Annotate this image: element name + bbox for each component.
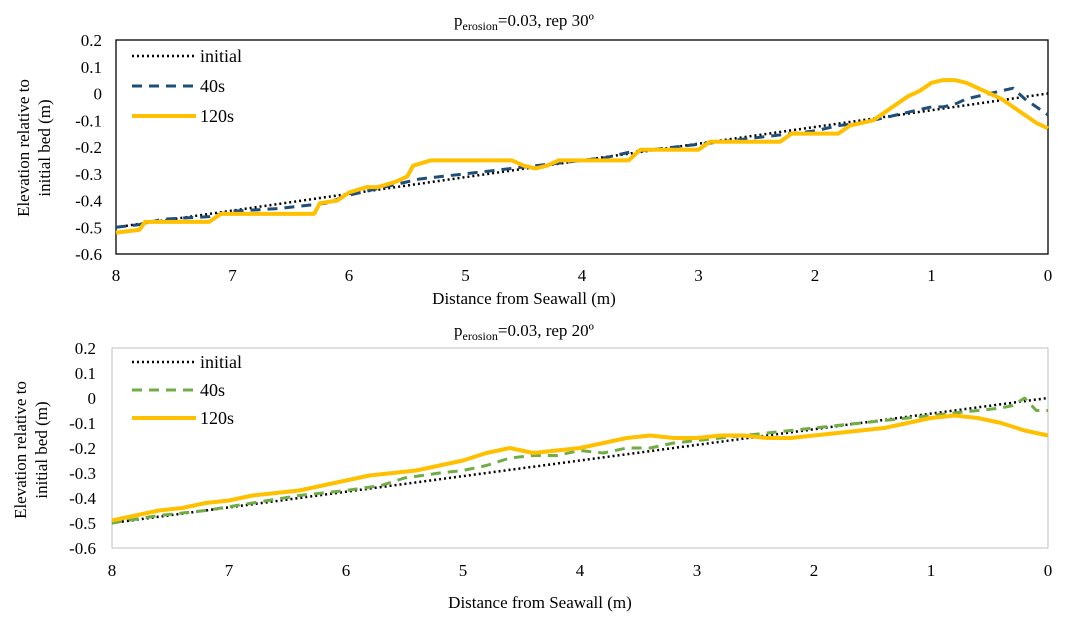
chart-top-title-subscript: erosion (463, 19, 498, 33)
chart-top-title: perosion=0.03, rep 30º (454, 11, 594, 33)
chart-top-xtick-label: 3 (694, 266, 703, 285)
chart-top-xtick-label: 0 (1044, 266, 1053, 285)
chart-bottom-series-40s-line (111, 396, 1048, 525)
chart-top-series (115, 78, 1049, 235)
chart-bottom-ytick-label: -0.5 (69, 514, 96, 533)
chart-bottom-xtick-label: 2 (810, 561, 819, 580)
chart-top-ytick-label: -0.5 (75, 218, 102, 237)
chart-bottom-legend-label-40s: 40s (200, 380, 225, 400)
chart-bottom-legend: initial 40s 120s (132, 352, 242, 428)
chart-bottom-title: perosion=0.03, rep 20º (454, 321, 594, 343)
chart-bottom-xtick-label: 0 (1044, 561, 1053, 580)
chart-bottom-ytick-label: -0.4 (69, 489, 96, 508)
chart-top-ytick-label: -0.3 (75, 165, 102, 184)
chart-bottom-ytick-label: -0.1 (69, 414, 96, 433)
chart-bottom-ytick-label: -0.6 (69, 539, 96, 558)
chart-bottom-xlabel: Distance from Seawall (m) (448, 593, 632, 612)
chart-top-xtick-label: 5 (461, 266, 470, 285)
chart-bottom-yticks: 0.2 0.1 0 -0.1 -0.2 -0.3 -0.4 -0.5 -0.6 (69, 339, 96, 558)
chart-top-legend-label-120s: 120s (200, 106, 234, 126)
chart-bottom-ytick-label: -0.3 (69, 464, 96, 483)
chart-bottom-xtick-label: 4 (576, 561, 585, 580)
chart-bottom-ytick-label: 0.1 (75, 364, 96, 383)
chart-top-ytick-label: -0.2 (75, 138, 102, 157)
chart-top-ytick-label: 0 (94, 85, 103, 104)
chart-top-series-120s-line (115, 78, 1049, 235)
chart-bottom-legend-label-initial: initial (200, 352, 242, 372)
chart-bottom-series-120s-line (111, 413, 1049, 523)
chart-top-plot-frame (115, 39, 1049, 255)
chart-bottom-xtick-label: 3 (693, 561, 702, 580)
chart-bottom-xtick-label: 1 (927, 561, 936, 580)
chart-top-ytick-label: 0.2 (81, 31, 102, 50)
chart-top-ylabel-line2: initial bed (m) (35, 99, 54, 196)
chart-top-xtick-label: 6 (345, 266, 354, 285)
chart-top-xtick-label: 1 (927, 266, 936, 285)
chart-top-xtick-label: 2 (811, 266, 820, 285)
chart-top-ytick-label: -0.6 (75, 245, 102, 264)
chart-top-ytick-label: -0.1 (75, 111, 102, 130)
chart-top-xtick-label: 4 (578, 266, 587, 285)
chart-bottom-xticks: 8 7 6 5 4 3 2 1 0 (108, 561, 1053, 580)
chart-top-legend-label-40s: 40s (200, 76, 225, 96)
chart-top-xticks: 8 7 6 5 4 3 2 1 0 (112, 266, 1053, 285)
chart-top-xtick-label: 8 (112, 266, 121, 285)
chart-bottom-plot-frame (111, 347, 1049, 549)
chart-bottom-series (111, 396, 1049, 525)
chart-bottom-xtick-label: 7 (225, 561, 234, 580)
chart-top-legend-label-initial: initial (200, 46, 242, 66)
chart-top-legend: initial 40s 120s (132, 46, 242, 126)
chart-top-xtick-label: 7 (228, 266, 237, 285)
chart-top-series-40s-line (115, 86, 1049, 229)
chart-bottom-xtick-label: 8 (108, 561, 117, 580)
chart-bottom-ylabel-line1: Elevation relative to (11, 381, 30, 519)
chart-top-yticks: 0.2 0.1 0 -0.1 -0.2 -0.3 -0.4 -0.5 -0.6 (75, 31, 102, 264)
chart-top-ytick-label: -0.4 (75, 192, 102, 211)
chart-bottom-xtick-label: 6 (342, 561, 351, 580)
chart-top-ytick-label: 0.1 (81, 58, 102, 77)
chart-top-ylabel-line1: Elevation relative to (14, 79, 33, 217)
chart-bottom-ytick-label: 0 (88, 389, 97, 408)
chart-top-xlabel: Distance from Seawall (m) (432, 289, 616, 308)
chart-bottom-ytick-label: -0.2 (69, 439, 96, 458)
chart-top: perosion=0.03, rep 30º Elevation relativ… (14, 11, 1052, 308)
chart-bottom-ylabel-line2: initial bed (m) (32, 401, 51, 498)
chart-bottom: perosion=0.03, rep 20º Elevation relativ… (11, 321, 1052, 612)
chart-bottom-ytick-label: 0.2 (75, 339, 96, 358)
chart-bottom-title-subscript: erosion (463, 329, 498, 343)
chart-bottom-xtick-label: 5 (459, 561, 468, 580)
chart-bottom-legend-label-120s: 120s (200, 408, 234, 428)
